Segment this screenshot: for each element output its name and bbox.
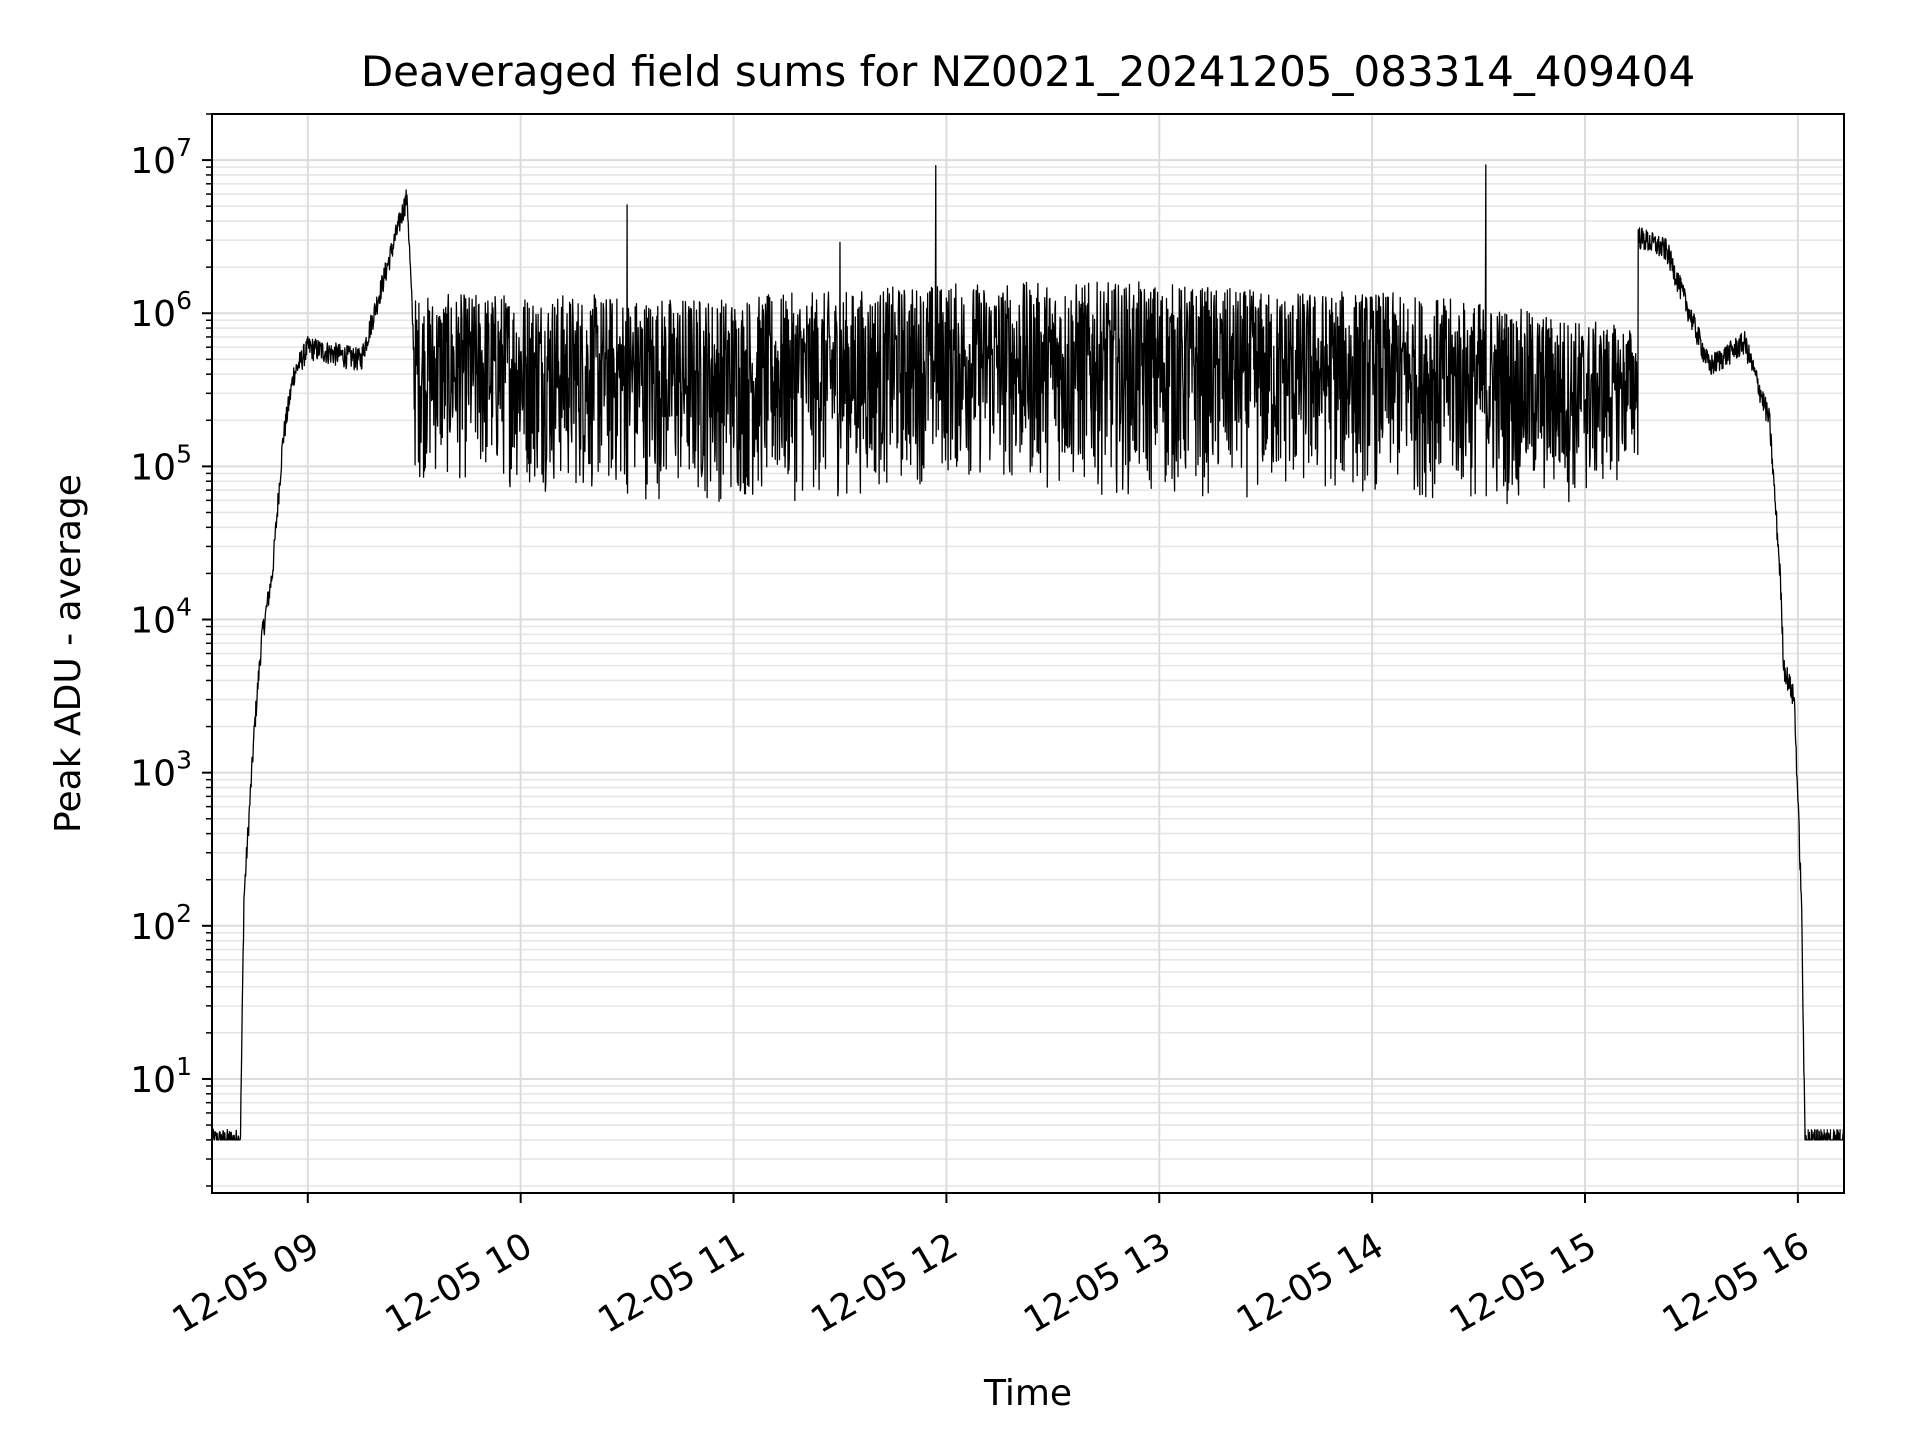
- y-tick-label-base: 10: [130, 907, 176, 948]
- y-tick-label-exponent: 7: [176, 133, 192, 162]
- chart-title: Deaveraged field sums for NZ0021_2024120…: [361, 47, 1695, 96]
- y-tick-label-exponent: 6: [176, 286, 192, 315]
- y-tick-label-base: 10: [130, 601, 176, 642]
- y-tick-label: 106: [130, 286, 192, 335]
- y-tick-label-exponent: 2: [176, 899, 192, 928]
- y-tick-label-exponent: 5: [176, 439, 192, 468]
- y-tick-label: 104: [130, 593, 192, 642]
- y-tick-label-base: 10: [130, 294, 176, 335]
- y-tick-label-exponent: 3: [176, 746, 192, 775]
- y-tick-label-base: 10: [130, 754, 176, 795]
- y-tick-label: 103: [130, 746, 192, 795]
- y-tick-label-base: 10: [130, 1060, 176, 1101]
- series-line: [211, 164, 1845, 1141]
- y-tick-label: 101: [130, 1052, 192, 1101]
- y-tick-label: 107: [130, 133, 192, 182]
- y-tick-label: 102: [130, 899, 192, 948]
- y-tick-label: 105: [130, 439, 192, 488]
- y-tick-label-exponent: 1: [176, 1052, 192, 1081]
- y-tick-label-exponent: 4: [176, 593, 192, 622]
- x-axis-label: Time: [983, 1373, 1072, 1414]
- y-tick-label-base: 10: [130, 447, 176, 488]
- y-axis-label: Peak ADU - average: [48, 474, 89, 833]
- y-tick-label-base: 10: [130, 141, 176, 182]
